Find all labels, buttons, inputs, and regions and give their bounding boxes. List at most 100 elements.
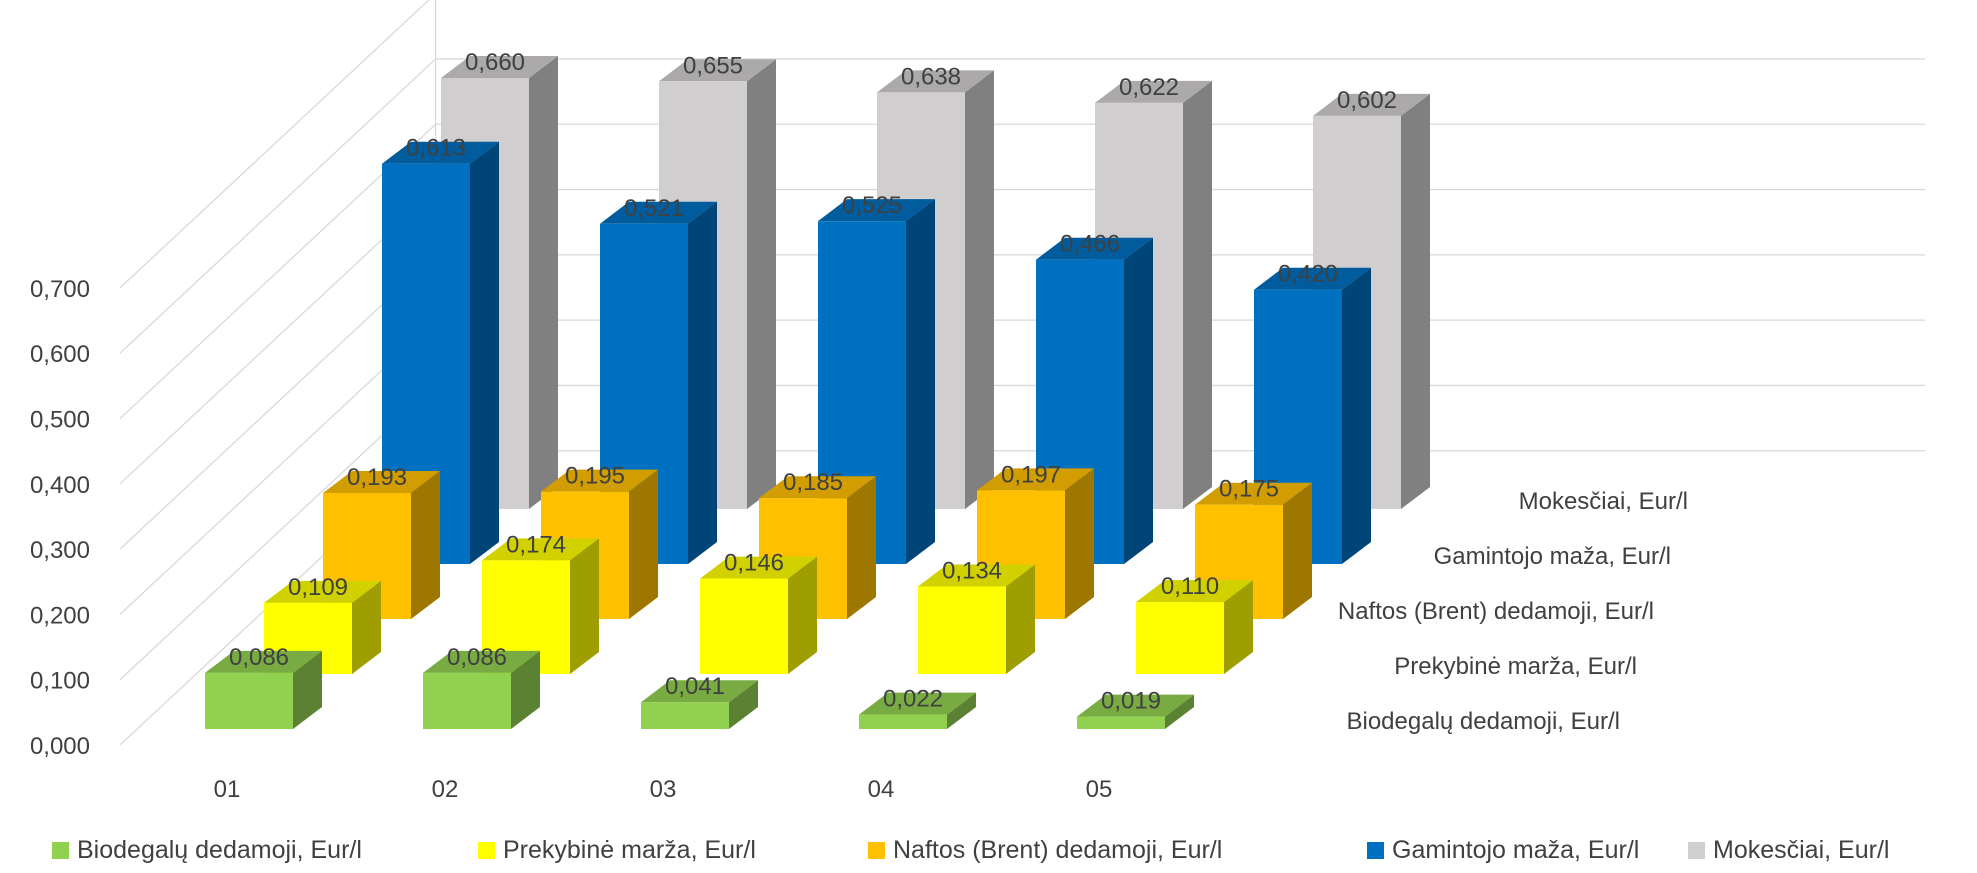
y-tick-label: 0,300	[30, 537, 90, 564]
bar-top-s2-c5	[1136, 580, 1253, 603]
legend-label: Naftos (Brent) dedamoji, Eur/l	[893, 836, 1223, 864]
series-axis-label: Naftos (Brent) dedamoji, Eur/l	[1338, 598, 1654, 625]
legend-item: Gamintojo maža, Eur/l	[1367, 836, 1639, 865]
bar-side-s3-c3	[847, 476, 876, 619]
bar-top-s3-c2	[541, 469, 658, 492]
bar-top-s4-c2	[600, 201, 717, 224]
bar-side-s4-c5	[1342, 267, 1371, 564]
bar-top-s1-c1	[205, 650, 322, 673]
bar-side-s4-c1	[470, 141, 499, 564]
legend-label: Biodegalų dedamoji, Eur/l	[77, 836, 362, 864]
bar-side-s2-c1	[352, 580, 381, 674]
legend-swatch	[1367, 842, 1384, 859]
gridline-side	[119, 0, 430, 289]
x-tick-label: 01	[214, 776, 241, 803]
legend-swatch	[478, 842, 495, 859]
bar-side-s3-c2	[629, 469, 658, 619]
bar-top-s3-c3	[759, 476, 876, 499]
bar-s2-c5	[1136, 602, 1224, 674]
data-label-s3-c4: 0,197	[1001, 461, 1061, 488]
data-label-s3-c3: 0,185	[783, 469, 843, 496]
x-tick-label: 04	[868, 776, 895, 803]
bar-s2-c4	[918, 586, 1006, 674]
gridline-side	[119, 58, 437, 354]
data-label-s3-c1: 0,193	[347, 464, 407, 491]
bar-top-s4-c3	[818, 199, 935, 222]
bar-top-s1-c2	[423, 650, 540, 673]
bar-side-s1-c2	[511, 650, 540, 729]
data-label-s1-c5: 0,019	[1101, 688, 1161, 715]
bar-side-s1-c5	[1165, 694, 1194, 729]
data-label-s1-c2: 0,086	[447, 644, 507, 671]
bar-side-s4-c2	[688, 201, 717, 565]
bar-s2-c3	[700, 578, 788, 674]
data-label-s1-c4: 0,022	[883, 686, 943, 713]
data-label-s4-c2: 0,521	[624, 195, 684, 222]
data-label-s2-c1: 0,109	[288, 574, 348, 601]
bar-side-s5-c3	[965, 70, 994, 510]
bar-side-s3-c4	[1065, 468, 1094, 619]
series-axis-label: Biodegalų dedamoji, Eur/l	[1346, 708, 1620, 735]
bar-top-s2-c3	[700, 556, 817, 579]
bar-side-s1-c3	[729, 680, 758, 729]
bar-side-s5-c4	[1183, 80, 1212, 510]
data-label-s3-c2: 0,195	[565, 463, 625, 490]
legend-label: Mokesčiai, Eur/l	[1713, 836, 1890, 864]
bar-side-s5-c5	[1401, 93, 1430, 510]
bar-s1-c4	[859, 714, 947, 729]
data-label-s5-c2: 0,655	[683, 52, 743, 79]
data-label-s4-c5: 0,420	[1278, 261, 1338, 288]
bar-top-s1-c4	[859, 692, 976, 715]
bar-side-s2-c3	[788, 556, 817, 674]
bar-s1-c3	[641, 702, 729, 729]
bar-top-s2-c4	[918, 564, 1035, 587]
legend-swatch	[1688, 842, 1705, 859]
bar-top-s3-c1	[323, 470, 440, 493]
data-label-s5-c5: 0,602	[1337, 87, 1397, 114]
bar-top-s1-c5	[1077, 694, 1194, 717]
data-label-s2-c4: 0,134	[942, 557, 1002, 584]
bar-top-s5-c4	[1095, 80, 1212, 103]
y-tick-label: 0,600	[30, 341, 90, 368]
x-tick-label: 02	[432, 776, 459, 803]
legend-item: Naftos (Brent) dedamoji, Eur/l	[868, 836, 1222, 865]
bar-s1-c2	[423, 672, 511, 729]
chart-legend: Biodegalų dedamoji, Eur/l Prekybinė marža…	[0, 836, 1977, 868]
data-label-s1-c1: 0,086	[229, 644, 289, 671]
data-label-s2-c2: 0,174	[506, 531, 566, 558]
legend-swatch	[52, 842, 69, 859]
bar-side-s3-c1	[411, 470, 440, 619]
y-tick-label: 0,200	[30, 602, 90, 629]
data-label-s4-c3: 0,525	[842, 192, 902, 219]
series-axis-label: Mokesčiai, Eur/l	[1519, 488, 1688, 515]
bar-top-s5-c1	[441, 56, 558, 79]
data-label-s2-c5: 0,110	[1161, 573, 1219, 600]
bar-top-s3-c4	[977, 468, 1094, 491]
legend-item: Prekybinė marža, Eur/l	[478, 836, 756, 865]
y-tick-label: 0,700	[30, 276, 90, 303]
bar-side-s2-c2	[570, 538, 599, 674]
bar-side-s4-c4	[1124, 237, 1153, 564]
x-tick-label: 05	[1086, 776, 1113, 803]
data-label-s1-c3: 0,041	[665, 673, 725, 700]
bar-top-s4-c5	[1254, 267, 1371, 290]
legend-item: Biodegalų dedamoji, Eur/l	[52, 836, 362, 865]
data-label-s5-c4: 0,622	[1119, 74, 1179, 101]
bar-side-s5-c1	[529, 56, 558, 510]
bar-side-s4-c3	[906, 199, 935, 565]
data-label-s4-c1: 0,613	[406, 135, 466, 162]
y-tick-label: 0,500	[30, 407, 90, 434]
bar-top-s5-c3	[877, 70, 994, 93]
bar-top-s1-c3	[641, 680, 758, 703]
bar-top-s5-c2	[659, 59, 776, 82]
series-axis-label: Prekybinė marža, Eur/l	[1394, 653, 1637, 680]
data-label-s3-c5: 0,175	[1219, 476, 1279, 503]
legend-swatch	[868, 842, 885, 859]
bar-top-s2-c2	[482, 538, 599, 561]
bar-top-s5-c5	[1313, 93, 1430, 116]
data-label-s4-c4: 0,466	[1060, 231, 1120, 258]
y-tick-label: 0,000	[30, 733, 90, 760]
data-label-s2-c3: 0,146	[724, 550, 784, 577]
legend-item: Mokesčiai, Eur/l	[1688, 836, 1889, 865]
